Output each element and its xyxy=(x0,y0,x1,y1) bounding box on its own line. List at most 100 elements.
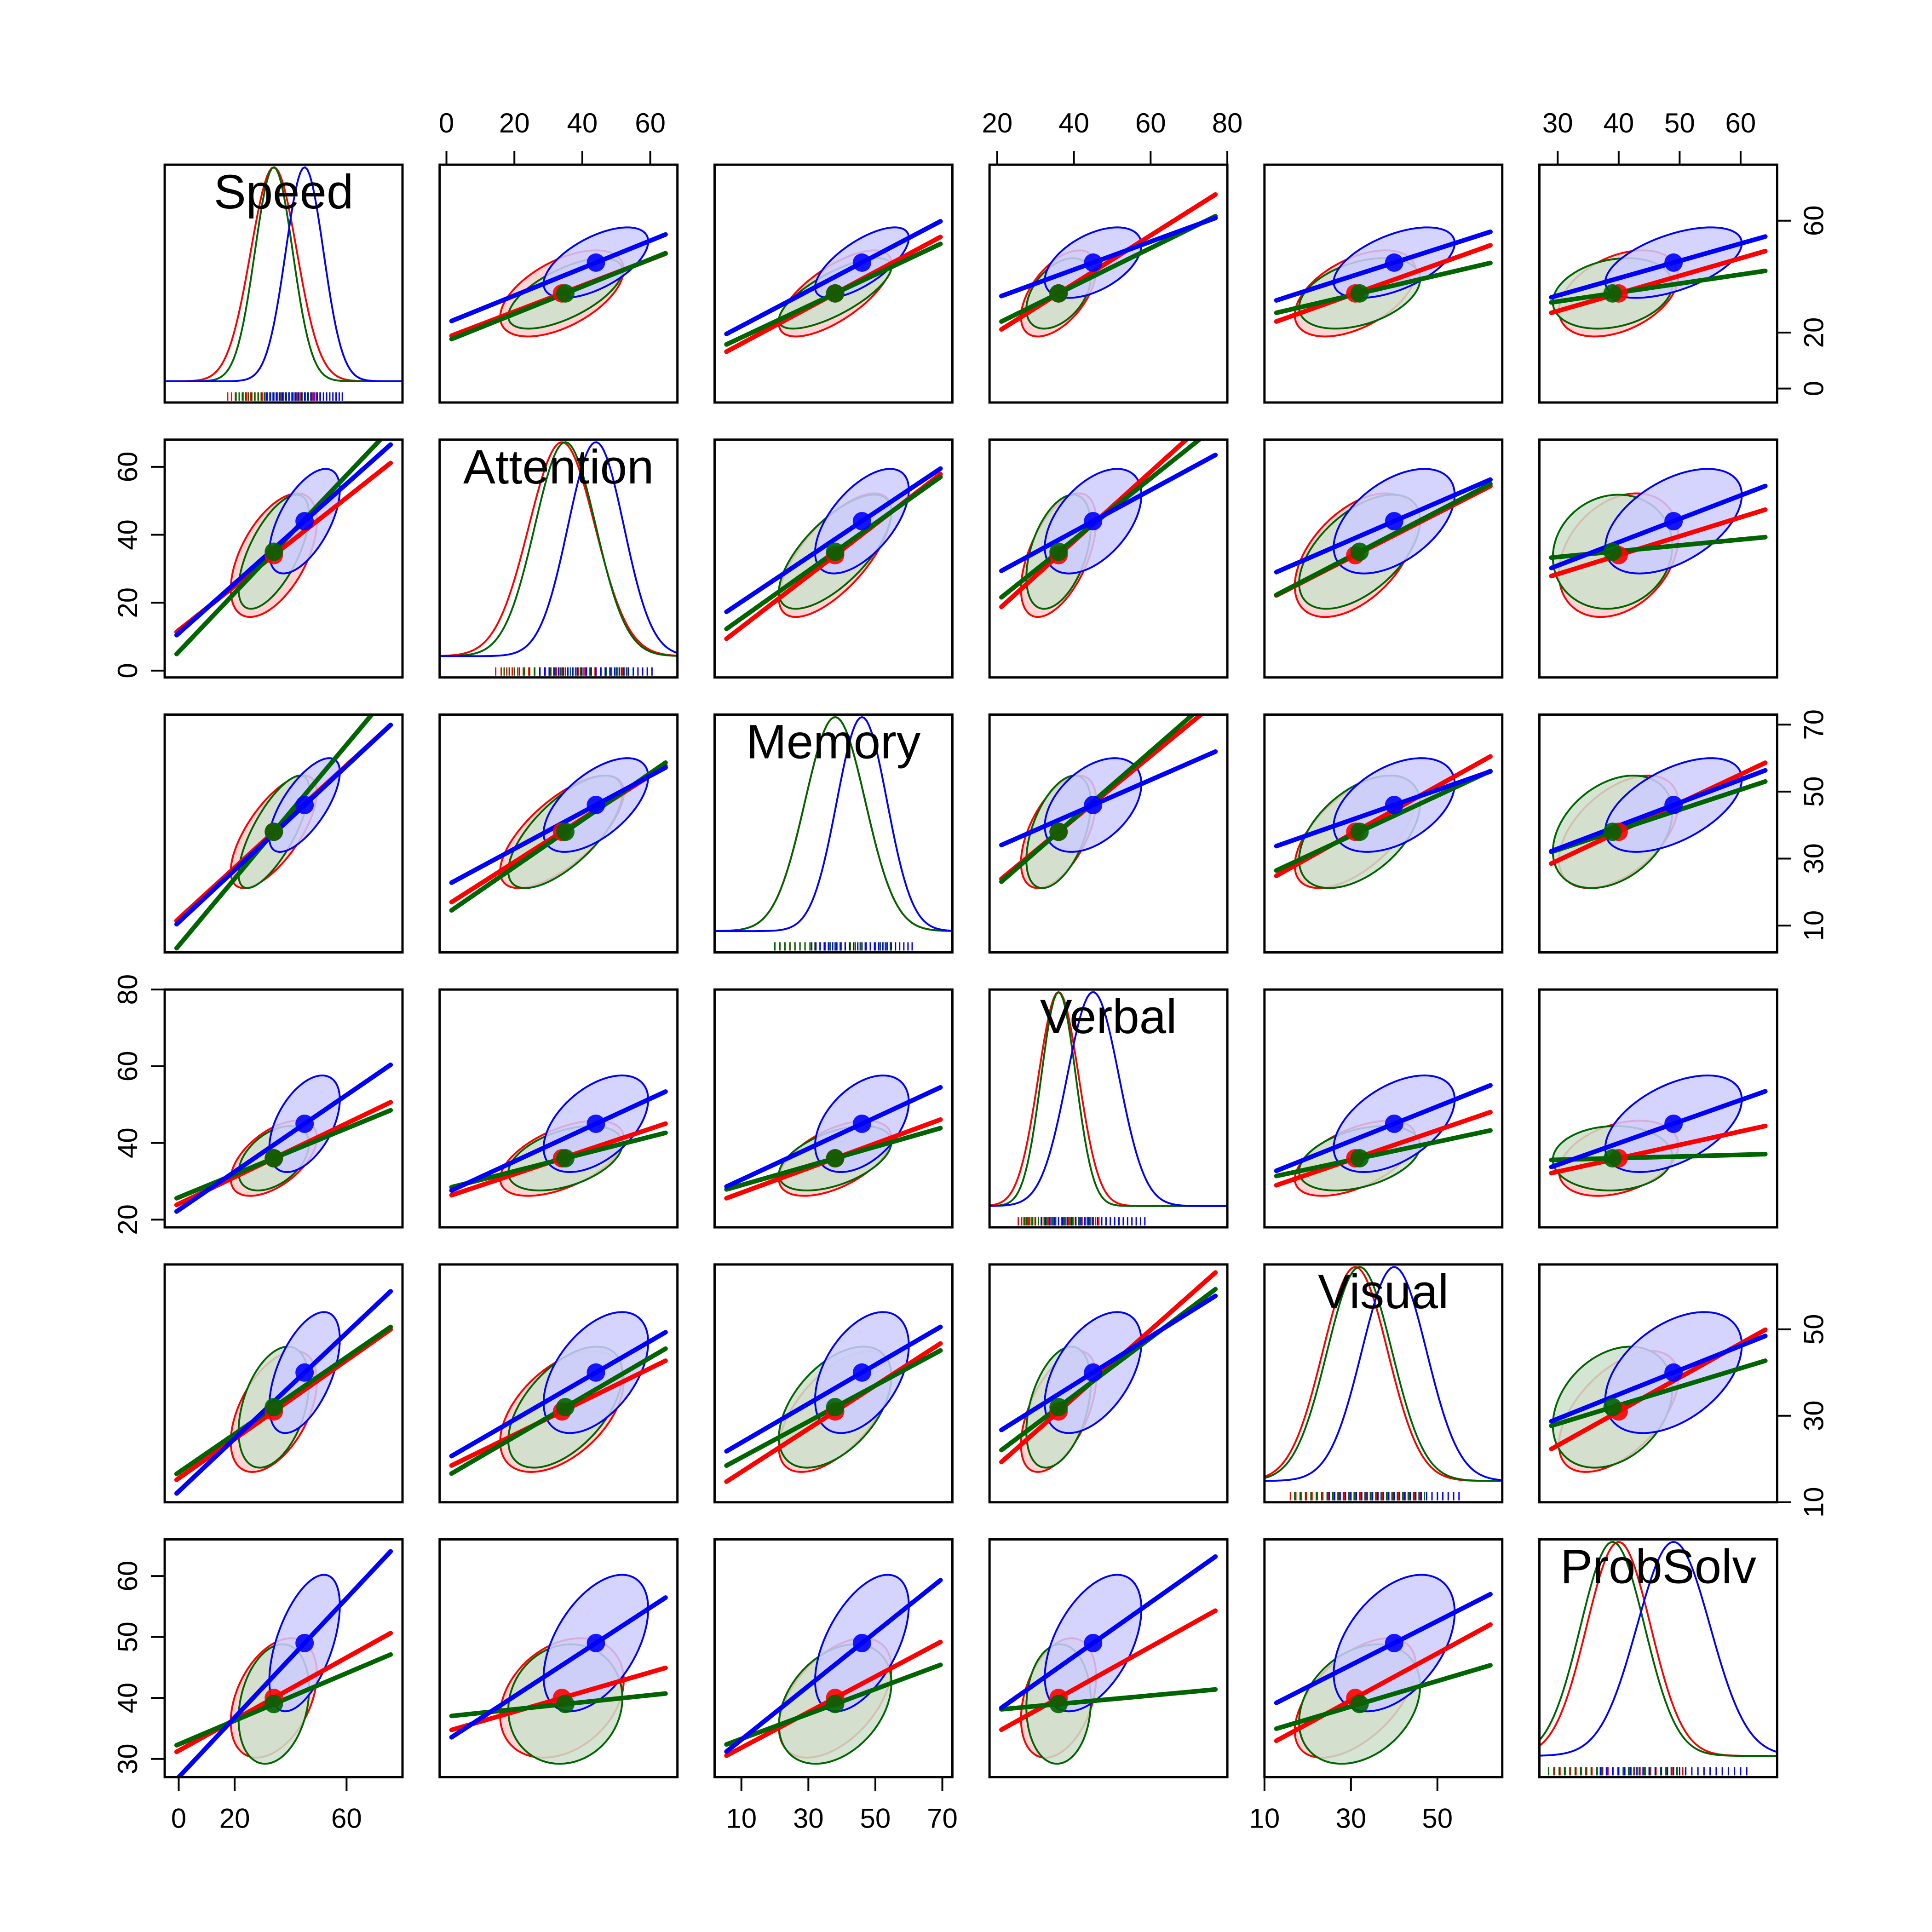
variable-label: Visual xyxy=(1318,1265,1449,1319)
tick-label: 0 xyxy=(112,663,143,678)
centroid-point-group-2 xyxy=(264,1149,283,1168)
centroid-point-group-2 xyxy=(1049,284,1068,303)
scatter-panel-visual-vs-memory xyxy=(713,1263,954,1504)
regression-line-group-1 xyxy=(999,192,1218,332)
regression-line-group-1 xyxy=(999,1608,1218,1732)
tick-label: 30 xyxy=(1798,843,1829,874)
centroid-point-group-3 xyxy=(1084,796,1103,815)
centroid-point-group-2 xyxy=(1350,822,1369,841)
tick-label: 20 xyxy=(982,108,1012,138)
scatter-panel-verbal-vs-probsolv xyxy=(1538,988,1778,1229)
centroid-point-group-3 xyxy=(852,1633,871,1652)
regression-line-group-2 xyxy=(174,1108,393,1201)
regression-line-group-1 xyxy=(1274,243,1493,324)
centroid-point-group-3 xyxy=(1664,253,1683,272)
regression-line-group-3 xyxy=(724,219,943,336)
centroid-point-group-2 xyxy=(1350,1695,1369,1714)
tick-label: 50 xyxy=(1798,1314,1829,1345)
panel-frame xyxy=(713,1538,954,1778)
regression-line-group-2 xyxy=(1549,268,1768,305)
tick-label: 80 xyxy=(112,974,143,1005)
centroid-point-group-3 xyxy=(586,253,605,272)
tick-label: 60 xyxy=(1725,108,1756,138)
regression-line-group-3 xyxy=(449,1595,668,1740)
centroid-point-group-3 xyxy=(1664,796,1683,815)
centroid-point-group-2 xyxy=(1603,1149,1622,1168)
regression-line-group-2 xyxy=(174,714,375,951)
tick-label: 10 xyxy=(1798,910,1829,941)
regression-line-group-2 xyxy=(174,1652,393,1748)
scatter-panel-memory-vs-attention xyxy=(438,713,679,954)
scatter-panel-speed-vs-probsolv xyxy=(1538,163,1778,404)
centroid-point-group-3 xyxy=(1084,1633,1103,1652)
density-curve-group-3 xyxy=(1264,1266,1502,1482)
density-curve-group-3 xyxy=(989,991,1228,1207)
panel-frame xyxy=(1263,713,1504,954)
tick-label: 30 xyxy=(1542,108,1573,138)
regression-line-group-2 xyxy=(999,714,1196,884)
scatter-panel-visual-vs-probsolv xyxy=(1538,1263,1778,1504)
right-axis-speed: 0 20 60 xyxy=(1777,205,1829,396)
tick-label: 50 xyxy=(1798,776,1829,807)
tick-label: 40 xyxy=(112,1127,143,1158)
panel-frame xyxy=(1263,1538,1504,1778)
panel-frame xyxy=(988,988,1229,1229)
bottom-axis-speed: 0 20 60 xyxy=(171,1777,362,1834)
left-axis-attention: 0 20 40 60 xyxy=(112,451,165,678)
centroid-point-group-2 xyxy=(1049,822,1068,841)
centroid-point-group-2 xyxy=(826,284,845,303)
tick-label: 10 xyxy=(1798,1487,1829,1518)
panel-frame xyxy=(438,163,679,404)
regression-line-group-1 xyxy=(1549,248,1768,316)
scatter-panel-visual-vs-attention xyxy=(438,1263,679,1504)
centroid-point-group-2 xyxy=(1049,1695,1068,1714)
regression-line-group-2 xyxy=(1274,482,1493,598)
centroid-point-group-2 xyxy=(264,822,283,841)
tick-label: 20 xyxy=(219,1803,250,1834)
density-curve-group-2 xyxy=(1264,1266,1502,1482)
tick-label: 30 xyxy=(1798,1400,1829,1431)
variable-label: Verbal xyxy=(1040,990,1177,1044)
centroid-point-group-3 xyxy=(1664,512,1683,530)
centroid-point-group-3 xyxy=(1664,1114,1683,1133)
scatter-panel-attention-vs-probsolv xyxy=(1538,438,1778,679)
centroid-point-group-3 xyxy=(1385,1114,1403,1133)
centroid-point-group-2 xyxy=(1603,542,1622,561)
centroid-point-group-3 xyxy=(586,1633,605,1652)
centroid-point-group-2 xyxy=(826,1695,845,1714)
regression-line-group-3 xyxy=(999,1554,1218,1710)
panel-frame xyxy=(163,713,404,954)
tick-label: 50 xyxy=(1664,108,1695,138)
regression-line-group-3 xyxy=(449,1089,668,1193)
regression-line-group-1 xyxy=(174,1327,393,1482)
regression-line-group-3 xyxy=(1549,1334,1768,1424)
centroid-point-group-2 xyxy=(826,542,845,561)
centroid-point-group-2 xyxy=(1603,822,1622,841)
centroid-point-group-3 xyxy=(1664,1363,1683,1382)
diagonal-panel-speed: Speed xyxy=(163,163,404,404)
diagonal-panel-visual: Visual xyxy=(1263,1263,1504,1504)
scatter-panel-attention-vs-memory xyxy=(713,438,954,679)
panel-frame xyxy=(1538,1263,1778,1504)
regression-line-group-3 xyxy=(724,466,943,615)
centroid-point-group-3 xyxy=(1084,512,1103,530)
left-axis-probsolv: 30 40 50 60 xyxy=(112,1561,165,1774)
tick-label: 60 xyxy=(112,1561,143,1592)
centroid-point-group-2 xyxy=(1603,1398,1622,1416)
regression-line-group-2 xyxy=(999,1687,1218,1712)
regression-line-group-3 xyxy=(1549,1089,1768,1169)
centroid-point-group-2 xyxy=(556,284,575,303)
tick-label: 0 xyxy=(1798,381,1829,396)
panel-frame xyxy=(163,438,404,679)
centroid-point-group-3 xyxy=(295,1633,314,1652)
density-curve-group-3 xyxy=(1539,1541,1777,1757)
regression-line-group-3 xyxy=(999,453,1218,573)
panel-frame xyxy=(988,713,1229,954)
centroid-point-group-2 xyxy=(556,1398,575,1416)
panel-frame xyxy=(1263,988,1504,1229)
panel-frame xyxy=(438,713,679,954)
tick-label: 50 xyxy=(1422,1803,1453,1834)
variable-label: Speed xyxy=(214,165,354,219)
scatter-panel-verbal-vs-visual xyxy=(1263,988,1504,1229)
